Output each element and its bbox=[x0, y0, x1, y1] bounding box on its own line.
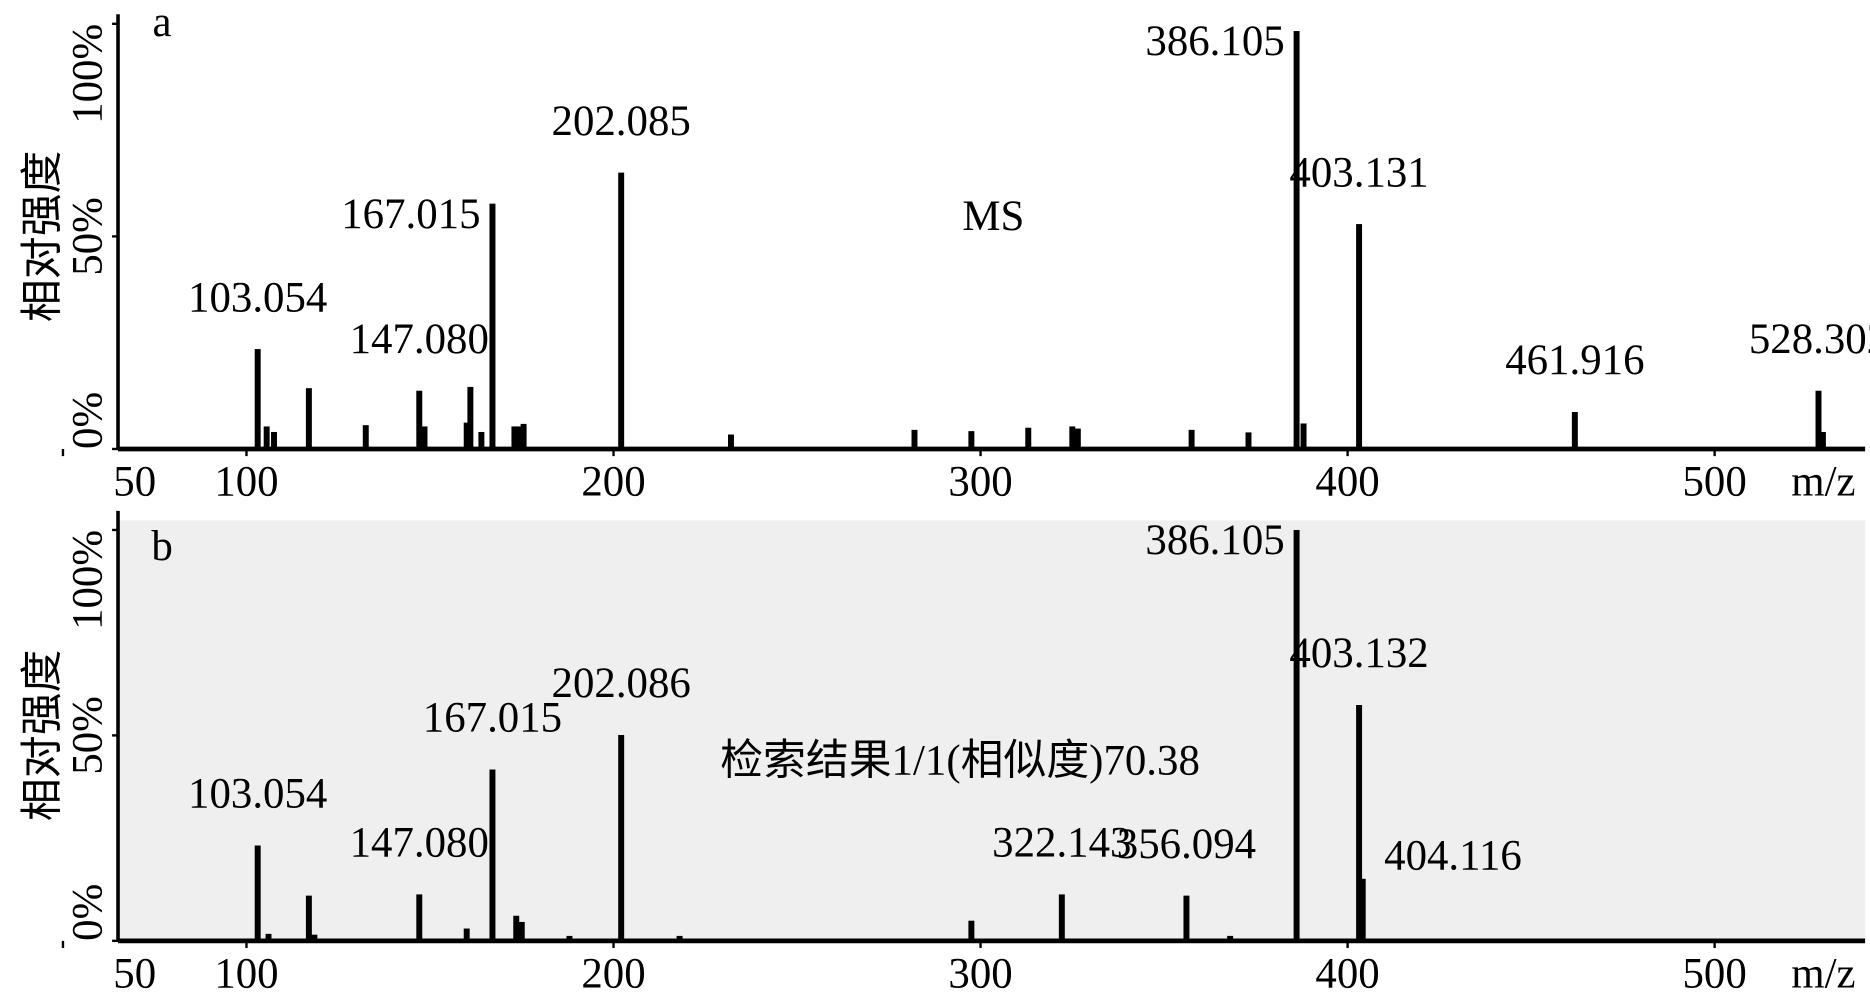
panel-background bbox=[118, 520, 1866, 941]
y-axis-title: 相对强度 bbox=[19, 151, 66, 322]
peak bbox=[727, 434, 734, 449]
peak-label: 386.105 bbox=[1145, 517, 1284, 564]
x-tick-label: 50 bbox=[113, 951, 156, 998]
peak bbox=[1359, 878, 1366, 941]
peak bbox=[618, 734, 625, 941]
peak bbox=[263, 426, 270, 449]
peak bbox=[463, 422, 470, 449]
peak-label: 386.105 bbox=[1145, 18, 1284, 65]
peak bbox=[1356, 704, 1363, 941]
peak bbox=[676, 935, 683, 941]
y-axis-title: 相对强度 bbox=[19, 650, 66, 821]
y-tick-label: 0% bbox=[65, 392, 112, 449]
y-tick-label: 50% bbox=[65, 197, 112, 276]
peak-label: 103.054 bbox=[188, 771, 327, 818]
peak bbox=[1069, 426, 1076, 449]
peak bbox=[511, 426, 518, 449]
peak-label: 403.131 bbox=[1289, 149, 1428, 196]
peak-label: 461.916 bbox=[1505, 337, 1644, 384]
peak bbox=[968, 920, 975, 941]
peak bbox=[416, 390, 423, 449]
peak-label: 202.085 bbox=[552, 98, 691, 145]
peak bbox=[489, 769, 496, 941]
peak bbox=[463, 928, 470, 941]
y-tick-label: 50% bbox=[65, 696, 112, 775]
x-tick-label: 200 bbox=[581, 951, 645, 998]
peak bbox=[968, 431, 975, 449]
peak-label: 147.080 bbox=[350, 316, 489, 363]
peak bbox=[911, 429, 918, 449]
x-tick-label: 100 bbox=[214, 459, 278, 506]
peak bbox=[518, 921, 525, 941]
peak bbox=[305, 895, 312, 941]
peak bbox=[1571, 411, 1578, 449]
x-axis-title: m/z bbox=[1791, 951, 1855, 998]
peak bbox=[1293, 529, 1300, 941]
peak-label: 147.080 bbox=[350, 820, 489, 867]
peak-label: 404.116 bbox=[1384, 833, 1522, 880]
peak bbox=[1025, 427, 1032, 449]
peak-label: 403.132 bbox=[1289, 630, 1428, 677]
peak bbox=[1819, 431, 1826, 449]
x-tick-label: 300 bbox=[948, 951, 1012, 998]
y-tick-label: 100% bbox=[65, 24, 112, 124]
panel-label: b bbox=[151, 523, 172, 570]
peak bbox=[265, 933, 272, 941]
peak bbox=[1815, 390, 1822, 449]
peak bbox=[1183, 895, 1190, 941]
peak bbox=[271, 431, 277, 449]
y-tick-label: 100% bbox=[65, 530, 112, 630]
annotation: MS bbox=[962, 193, 1024, 240]
x-tick-label: 50 bbox=[113, 459, 156, 506]
peak bbox=[520, 423, 527, 449]
peak-label: 356.094 bbox=[1117, 821, 1256, 868]
peak bbox=[416, 894, 423, 941]
panel-label: a bbox=[153, 0, 172, 46]
peak-label: 103.054 bbox=[188, 274, 327, 321]
peak bbox=[1074, 428, 1081, 449]
peak bbox=[1293, 31, 1300, 449]
peak bbox=[467, 386, 474, 449]
peak-label: 528.302 bbox=[1749, 316, 1870, 363]
peak bbox=[1245, 432, 1252, 449]
peak bbox=[513, 915, 520, 941]
x-tick-label: 300 bbox=[948, 459, 1012, 506]
peak bbox=[362, 425, 369, 449]
peak bbox=[566, 935, 573, 941]
peak bbox=[618, 172, 625, 449]
peak bbox=[1300, 423, 1307, 449]
peak bbox=[254, 349, 261, 449]
x-tick-label: 400 bbox=[1315, 459, 1379, 506]
peak bbox=[421, 426, 428, 449]
x-axis-title: m/z bbox=[1791, 459, 1855, 506]
peak bbox=[311, 934, 318, 941]
peak bbox=[489, 203, 496, 449]
peak bbox=[1356, 224, 1363, 449]
peak-label: 202.086 bbox=[552, 660, 691, 707]
peak bbox=[1058, 894, 1065, 941]
peak bbox=[515, 426, 522, 449]
peak bbox=[1188, 429, 1195, 449]
peak bbox=[254, 845, 261, 941]
y-tick-label: 0% bbox=[65, 884, 112, 941]
peak bbox=[305, 388, 312, 449]
peak bbox=[1227, 935, 1234, 941]
x-tick-label: 500 bbox=[1682, 459, 1746, 506]
x-tick-label: 200 bbox=[581, 459, 645, 506]
annotation: 检索结果1/1(相似度)70.38 bbox=[720, 737, 1200, 784]
peak bbox=[478, 431, 485, 449]
x-tick-label: 400 bbox=[1315, 951, 1379, 998]
peak-label: 167.015 bbox=[341, 191, 480, 238]
peak-label: 167.015 bbox=[423, 695, 562, 742]
x-tick-label: 100 bbox=[214, 951, 278, 998]
peak-label: 322.143 bbox=[992, 820, 1131, 867]
x-tick-label: 500 bbox=[1682, 951, 1746, 998]
